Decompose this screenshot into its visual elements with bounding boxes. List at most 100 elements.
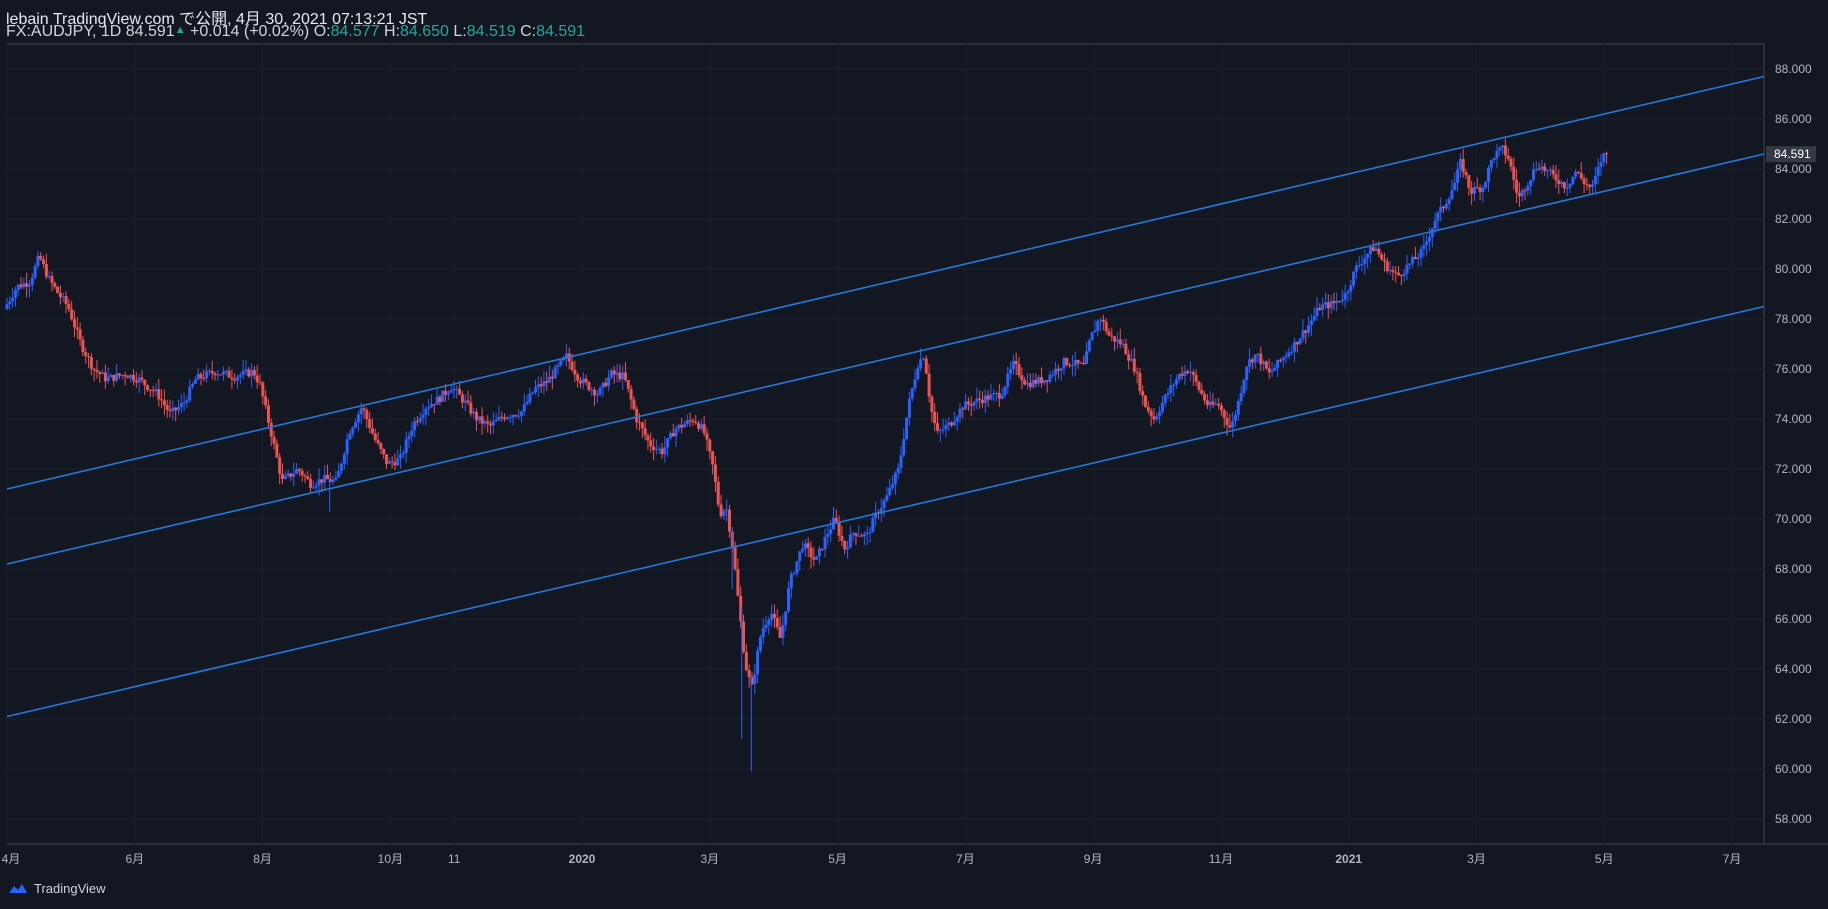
price-tick-label: 78.000 — [1775, 312, 1812, 326]
candle-body — [424, 408, 428, 415]
candle-body — [1512, 166, 1516, 180]
candle-body — [70, 309, 74, 320]
candle-body — [891, 484, 895, 488]
candle-body — [1368, 247, 1372, 255]
candle-body — [53, 282, 57, 287]
candle-body — [1054, 368, 1058, 375]
candle-body — [716, 481, 720, 505]
candle-body — [19, 284, 23, 288]
candle-body — [727, 509, 731, 532]
candle-body — [638, 422, 642, 424]
candle-body — [629, 388, 633, 400]
candle-body — [269, 422, 273, 437]
candle-body — [1197, 381, 1201, 390]
candle-body — [952, 421, 956, 426]
candle-body — [238, 374, 242, 377]
candle-body — [356, 414, 360, 423]
candle-body — [250, 370, 254, 377]
candle-body — [266, 405, 270, 423]
candle-body — [927, 373, 931, 397]
candle-body — [1354, 265, 1358, 272]
candle-body — [219, 374, 223, 376]
candle-body — [1523, 190, 1527, 192]
candle-body — [376, 440, 380, 444]
candle-body — [848, 534, 852, 548]
candle-body — [1222, 410, 1226, 418]
candle-body — [295, 469, 299, 474]
candle-body — [997, 392, 1001, 399]
time-axis[interactable]: 4月 6月 8月 10月 11 2020 3月 5月 7月 9月 11月 2021 3月 5月 7月 — [2, 852, 1742, 866]
candle-body — [120, 374, 124, 376]
candle-body — [410, 430, 414, 436]
candle-body — [1177, 373, 1181, 380]
candle-body — [1172, 384, 1176, 386]
candle-body — [174, 407, 178, 411]
candle-body — [660, 448, 664, 455]
candle-body — [531, 392, 535, 394]
candle-body — [382, 449, 386, 455]
candle-body — [385, 454, 389, 464]
candle-body — [1492, 158, 1496, 160]
time-tick-label: 10月 — [378, 852, 403, 866]
candle-body — [1309, 320, 1313, 326]
candle-body — [778, 627, 782, 638]
candle-body — [750, 676, 754, 685]
candle-body — [264, 396, 268, 406]
tradingview-brand[interactable]: TradingView — [6, 880, 106, 896]
candle-body — [390, 461, 394, 463]
price-tick-label: 60.000 — [1775, 762, 1812, 776]
candle-body — [846, 547, 850, 550]
candle-body — [1219, 405, 1223, 411]
candle-body — [1138, 372, 1142, 392]
candle-body — [1203, 393, 1207, 401]
candle-body — [435, 396, 439, 405]
candle-body — [5, 304, 9, 309]
candle-body — [857, 535, 861, 537]
candle-body — [576, 374, 580, 381]
channel-trendline[interactable] — [6, 75, 1765, 490]
candle-body — [980, 399, 984, 404]
candle-body — [1562, 182, 1566, 189]
price-axis[interactable]: 88.000 86.000 84.000 82.000 80.000 78.000 76.0… — [1766, 62, 1816, 826]
candle-body — [834, 517, 838, 522]
candle-body — [179, 403, 183, 408]
candle-body — [573, 369, 577, 375]
price-tick-label: 84.000 — [1775, 162, 1812, 176]
candle-body — [64, 296, 68, 304]
candle-body — [1323, 302, 1327, 305]
channel-trendline[interactable] — [6, 153, 1765, 565]
candle-body — [815, 556, 819, 560]
candle-body — [1560, 182, 1564, 185]
candle-body — [1290, 351, 1294, 353]
candle-body — [702, 424, 706, 434]
candle-body — [713, 464, 717, 482]
candle-body — [820, 548, 824, 550]
candle-body — [1101, 319, 1105, 322]
candle-body — [1464, 171, 1468, 176]
candle-body — [536, 384, 540, 388]
candle-body — [837, 521, 841, 536]
candle-body — [1321, 304, 1325, 310]
time-tick-label: 4月 — [2, 852, 21, 866]
candle-body — [862, 534, 866, 537]
candle-body — [418, 417, 422, 422]
channel-lines[interactable] — [6, 75, 1765, 718]
channel-trendline[interactable] — [6, 305, 1765, 718]
price-tick-label: 86.000 — [1775, 112, 1812, 126]
candle-body — [1335, 300, 1339, 304]
candle-body — [373, 433, 377, 441]
candle-body — [1034, 379, 1038, 384]
candle-body — [1225, 417, 1229, 425]
time-tick-label: 3月 — [700, 852, 719, 866]
price-tick-label: 70.000 — [1775, 512, 1812, 526]
last-price: 84.591 — [125, 23, 175, 40]
candle-body — [1571, 176, 1575, 184]
candle-body — [497, 416, 501, 420]
candle-body — [1023, 380, 1027, 385]
candle-body — [1540, 166, 1544, 170]
candle-body — [1318, 307, 1322, 310]
candle-body — [368, 419, 372, 429]
candle-body — [1011, 360, 1015, 370]
candle-body — [1599, 162, 1603, 167]
